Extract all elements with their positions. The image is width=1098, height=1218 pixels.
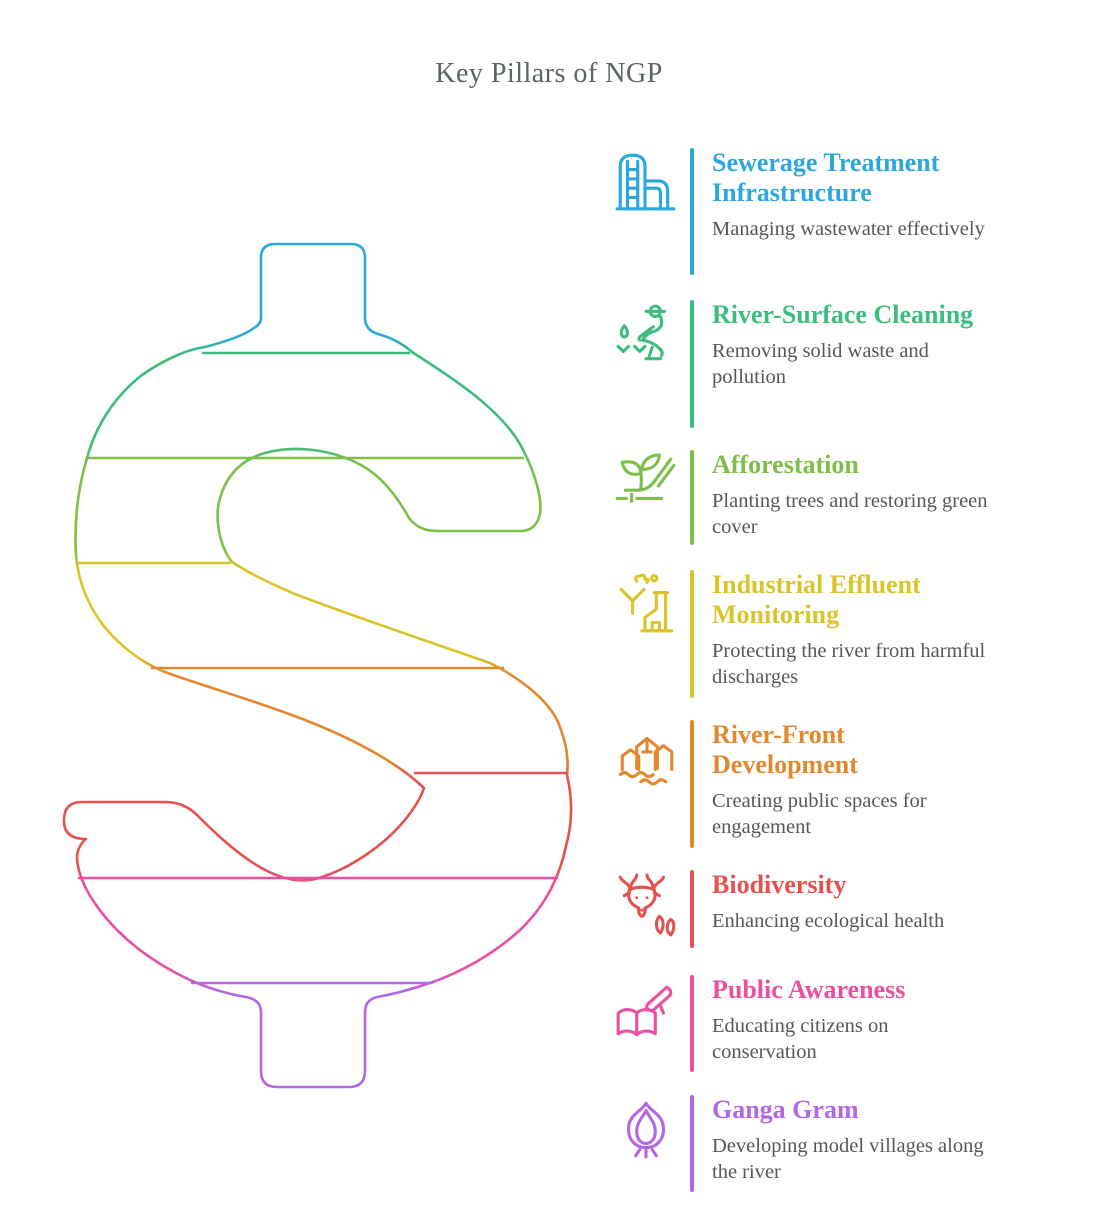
dollar-sign-outline-path xyxy=(62,242,573,1089)
pillar-accent-bar xyxy=(690,450,694,545)
pillar-description: Planting trees and restoring green cover xyxy=(712,490,988,538)
pillar-accent-bar xyxy=(690,720,694,848)
pillar-description: Protecting the river from harmful discha… xyxy=(712,640,986,689)
pillar-description: Managing wastewater effectively xyxy=(712,218,985,241)
pillar-item-sewerage-treatment-infrastructure: Sewerage Treatment Infrastructure Managi… xyxy=(602,148,1042,275)
pillar-description: Educating citizens on conservation xyxy=(712,1015,889,1063)
onion-icon xyxy=(613,1097,679,1163)
pillar-title: Sewerage Treatment Infrastructure xyxy=(712,148,940,208)
pillar-accent-bar xyxy=(690,300,694,428)
sapling-icon xyxy=(613,452,679,518)
pillar-accent-bar xyxy=(690,570,694,698)
pillar-item-public-awareness: Public Awareness Educating citizens on c… xyxy=(602,975,1042,1072)
pillar-item-industrial-effluent-monitoring: Industrial Effluent Monitoring Protectin… xyxy=(602,570,1042,698)
pillar-title: Afforestation xyxy=(712,450,859,479)
pillar-title: Ganga Gram xyxy=(712,1095,859,1124)
pillar-accent-bar xyxy=(690,975,694,1072)
pillar-title: Public Awareness xyxy=(712,975,906,1004)
pillar-title: Biodiversity xyxy=(712,870,847,899)
pillar-title: Industrial Effluent Monitoring xyxy=(712,570,921,630)
river-cleaning-icon xyxy=(613,302,679,368)
pillar-accent-bar xyxy=(690,148,694,275)
factory-icon xyxy=(613,572,679,638)
pillar-description: Removing solid waste and pollution xyxy=(712,340,929,388)
pillar-description: Creating public spaces for engagement xyxy=(712,790,927,839)
pillar-item-biodiversity: Biodiversity Enhancing ecological health xyxy=(602,870,1042,948)
pillar-item-river-surface-cleaning: River-Surface Cleaning Removing solid wa… xyxy=(602,300,1042,428)
page-title: Key Pillars of NGP xyxy=(435,58,663,89)
pillar-description: Developing model villages along the rive… xyxy=(712,1135,984,1183)
deer-icon xyxy=(613,872,679,938)
pillar-item-river-front-development: River-Front Development Creating public … xyxy=(602,720,1042,848)
sewage-plant-icon xyxy=(613,150,679,216)
pillar-item-ganga-gram: Ganga Gram Developing model villages alo… xyxy=(602,1095,1042,1192)
waterfront-buildings-icon xyxy=(613,722,679,788)
pillar-description: Enhancing ecological health xyxy=(712,910,945,933)
book-megaphone-icon xyxy=(613,977,679,1043)
pillar-title: River-Surface Cleaning xyxy=(712,300,974,329)
pillar-title: River-Front Development xyxy=(712,720,858,780)
pillar-accent-bar xyxy=(690,1095,694,1192)
pillar-item-afforestation: Afforestation Planting trees and restori… xyxy=(602,450,1042,545)
pillar-accent-bar xyxy=(690,870,694,948)
